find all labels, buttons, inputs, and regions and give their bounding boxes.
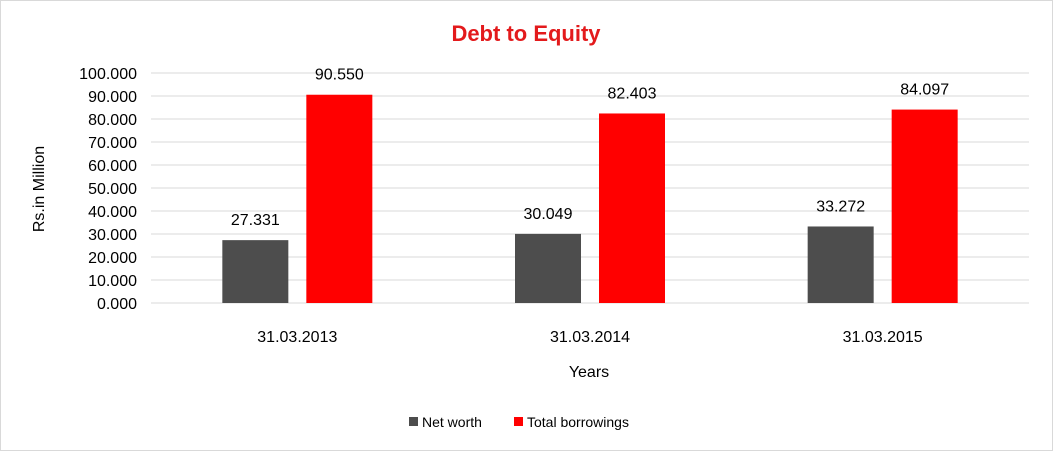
data-label: 27.331 — [231, 212, 280, 229]
legend-label: Net worth — [422, 414, 482, 430]
bars — [222, 94, 958, 303]
y-tick-label: 30.000 — [88, 227, 137, 244]
y-tick-label: 100.000 — [79, 66, 137, 83]
chart-title: Debt to Equity — [451, 21, 601, 46]
y-tick-label: 20.000 — [88, 250, 137, 267]
y-axis-ticks: 0.000 10.000 20.000 30.000 40.000 50.000 60.00… — [79, 66, 137, 313]
data-label: 82.403 — [608, 85, 657, 102]
y-tick-label: 10.000 — [88, 273, 137, 290]
y-tick-label: 50.000 — [88, 181, 137, 198]
y-tick-label: 40.000 — [88, 204, 137, 221]
data-label: 84.097 — [900, 82, 949, 99]
y-axis-title: Rs.in Million — [31, 146, 48, 232]
bar-net-worth — [222, 240, 289, 303]
x-tick-label: 31.03.2014 — [550, 329, 630, 346]
data-label: 30.049 — [524, 206, 573, 223]
data-label: 33.272 — [816, 198, 865, 215]
legend-swatch — [409, 417, 418, 426]
legend-label: Total borrowings — [527, 414, 629, 430]
x-axis-title: Years — [569, 364, 609, 381]
x-axis-ticks: 31.03.2013 31.03.2014 31.03.2015 — [257, 329, 923, 346]
y-tick-label: 0.000 — [97, 296, 137, 313]
legend-swatch — [514, 417, 523, 426]
data-label: 90.550 — [315, 67, 364, 84]
y-tick-label: 90.000 — [88, 89, 137, 106]
bar-net-worth — [515, 233, 581, 303]
bar-net-worth — [807, 226, 874, 303]
x-tick-label: 31.03.2013 — [257, 329, 337, 346]
y-tick-label: 70.000 — [88, 135, 137, 152]
legend: Net worth Total borrowings — [409, 414, 629, 430]
data-labels: 27.331 90.550 30.049 82.403 33.272 84.097 — [231, 67, 949, 229]
bar-total-borrowings — [599, 113, 665, 303]
bar-total-borrowings — [891, 109, 958, 303]
y-tick-label: 80.000 — [88, 112, 137, 129]
bar-total-borrowings — [306, 94, 373, 303]
x-tick-label: 31.03.2015 — [843, 329, 923, 346]
gridlines — [151, 72, 1029, 304]
y-tick-label: 60.000 — [88, 158, 137, 175]
